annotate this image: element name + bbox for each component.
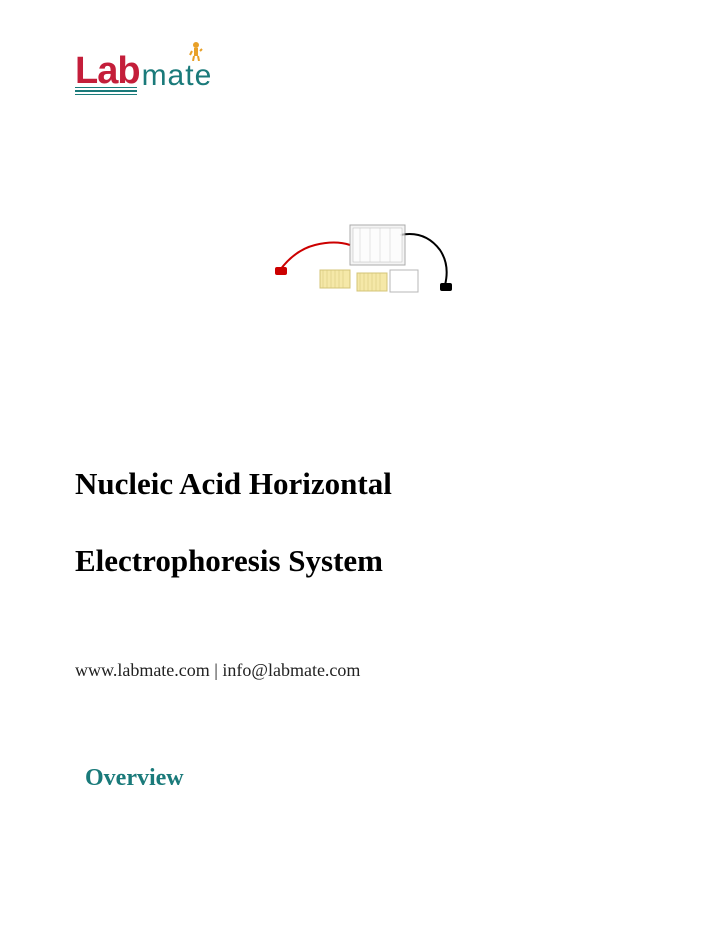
logo: Lab mate <box>75 50 212 93</box>
contact-info: www.labmate.com | info@labmate.com <box>75 660 360 681</box>
product-image <box>265 195 465 315</box>
logo-container: Lab mate <box>75 50 212 93</box>
logo-underline <box>75 87 137 95</box>
logo-text-mate: mate <box>142 59 213 92</box>
logo-figure-icon <box>188 41 204 61</box>
product-title-line1: Nucleic Acid Horizontal <box>75 465 635 502</box>
overview-heading: Overview <box>85 765 184 792</box>
product-title-container: Nucleic Acid Horizontal Electrophoresis … <box>75 465 635 579</box>
logo-text-lab: Lab <box>75 50 140 92</box>
product-title-line2: Electrophoresis System <box>75 542 635 579</box>
